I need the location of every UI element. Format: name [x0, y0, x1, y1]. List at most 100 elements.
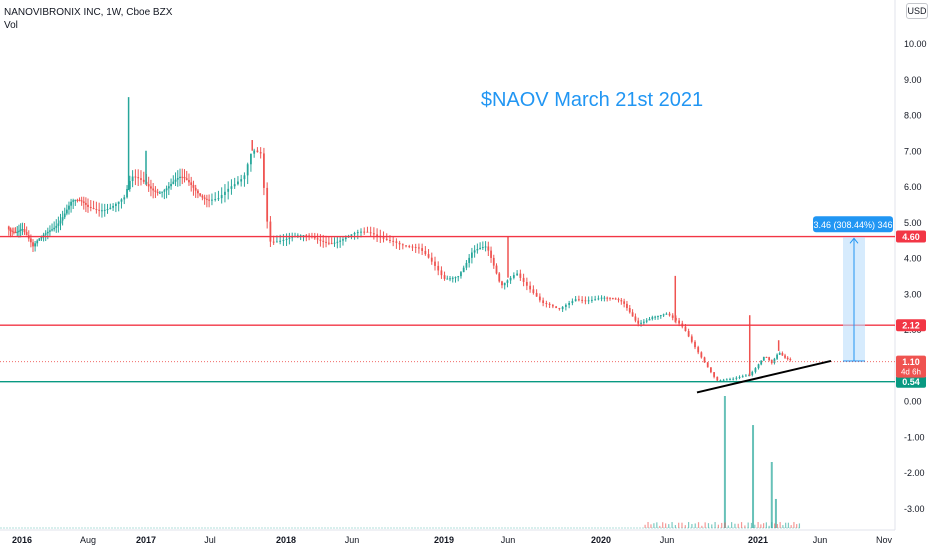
price-tick-label: 8.00: [904, 111, 922, 121]
candle-body: [103, 209, 106, 211]
volume-bar: [740, 522, 743, 528]
candle-body: [190, 182, 193, 185]
volume-bar: [770, 462, 773, 528]
candle-body: [558, 308, 561, 310]
candle-body: [568, 303, 571, 305]
candle-body: [440, 270, 443, 276]
candle-body: [179, 176, 181, 178]
candle-body: [648, 318, 651, 321]
candle-body: [590, 299, 593, 301]
current-price-label: 1.10: [902, 357, 920, 367]
volume-bar: [727, 525, 729, 528]
candle-body: [754, 368, 757, 372]
candle-body: [512, 275, 515, 278]
candle-body: [617, 299, 620, 301]
level-price-tag: [896, 375, 926, 388]
candle-body: [725, 379, 728, 381]
candle-body: [32, 242, 34, 247]
volume-bar: [659, 525, 661, 528]
candle-body: [256, 150, 259, 153]
candle-body: [98, 209, 101, 211]
volume-bar: [779, 522, 781, 528]
candle-body: [710, 367, 712, 373]
candle-body: [82, 201, 85, 203]
candle-body: [313, 237, 316, 239]
candle-body: [246, 164, 249, 176]
candle-body: [545, 302, 548, 304]
candle-body: [137, 177, 140, 179]
candle-body: [424, 250, 427, 255]
candle-body: [46, 231, 49, 234]
volume-bar: [774, 523, 776, 528]
candle-body: [395, 241, 398, 243]
candle-body: [443, 275, 446, 279]
volume-bar: [724, 522, 726, 528]
volume-bar: [701, 525, 703, 528]
candle-body: [430, 257, 433, 262]
candle-body: [671, 315, 674, 318]
candle-body: [259, 152, 262, 154]
candle-body: [745, 375, 747, 377]
candle-body: [89, 206, 92, 208]
candle-body: [167, 186, 170, 189]
level-price-tag: [896, 230, 926, 243]
candle-body: [773, 358, 776, 363]
candle-body: [220, 194, 223, 199]
candle-body: [722, 379, 725, 381]
volume-bar: [707, 523, 710, 528]
candle-body: [781, 353, 784, 356]
candle-body: [668, 313, 671, 316]
candle-body: [131, 176, 134, 182]
volume-bar: [798, 523, 801, 528]
candle-body: [319, 239, 322, 241]
candle-body: [42, 234, 45, 237]
candle-body: [327, 242, 330, 244]
candle-body: [282, 239, 285, 241]
price-tick-label: 5.00: [904, 218, 922, 228]
volume-bar: [656, 522, 658, 528]
current-price-tag: [896, 355, 926, 378]
candle-body: [786, 357, 789, 360]
time-tick-label: Nov: [876, 535, 893, 545]
candle-body: [657, 315, 659, 317]
candle-body: [611, 297, 614, 299]
volume-bar: [711, 524, 713, 528]
candle-body: [389, 239, 391, 241]
candle-body: [449, 278, 451, 280]
candle-body: [369, 232, 372, 234]
candle-body: [152, 188, 155, 191]
candle-body: [330, 243, 333, 245]
price-tick-label: -2.00: [904, 468, 925, 478]
candle-body: [92, 207, 95, 210]
candle-body: [302, 235, 305, 237]
candle-body: [525, 281, 528, 286]
candle-body: [751, 371, 754, 376]
candle-body: [451, 277, 454, 279]
candle-body: [188, 180, 190, 183]
candle-body: [498, 273, 501, 282]
volume-bar: [774, 498, 777, 528]
candle-body: [266, 187, 269, 222]
candle-body: [342, 239, 344, 241]
candle-body: [55, 225, 58, 228]
candle-body: [719, 380, 722, 382]
currency-button[interactable]: USD: [906, 3, 928, 19]
volume-bar: [790, 525, 792, 528]
candle-body: [454, 277, 457, 279]
candle-body: [581, 299, 584, 301]
candle-body: [606, 297, 609, 299]
candle-body: [509, 277, 512, 281]
candle-body: [65, 209, 68, 214]
candle-body: [522, 277, 525, 282]
candle-body: [732, 378, 735, 380]
volume-bar: [671, 522, 673, 528]
candle-body: [465, 262, 468, 268]
candle-body: [784, 355, 786, 358]
time-tick-label: 2018: [276, 535, 296, 545]
candle-body: [757, 364, 760, 369]
candle-body: [481, 247, 484, 249]
volume-bar: [688, 522, 690, 528]
candle-body: [240, 179, 243, 182]
candle-body: [434, 261, 436, 266]
